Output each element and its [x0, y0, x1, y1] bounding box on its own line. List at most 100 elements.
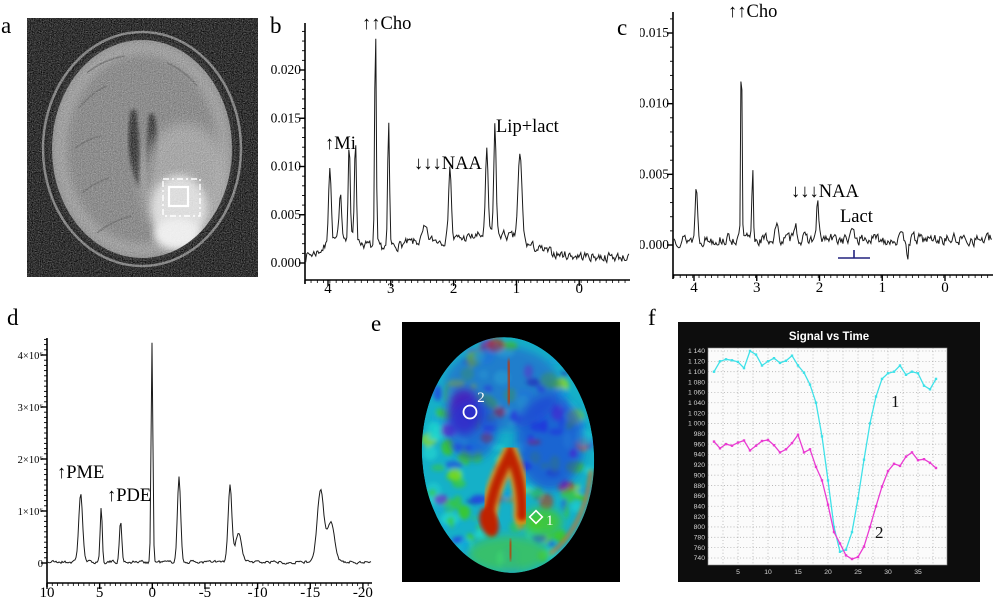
y-tick-label: 0.010: [271, 159, 302, 174]
series-marker-1: [736, 360, 740, 364]
series-marker-1: [820, 435, 824, 438]
series-marker-2: [790, 441, 794, 445]
series-marker-2: [862, 545, 866, 548]
perfusion-blob: [453, 495, 462, 510]
perfusion-blob: [547, 539, 555, 548]
perfusion-blob: [431, 464, 446, 471]
series-marker-1: [766, 360, 770, 363]
peak-annotation: ↑PDE: [107, 486, 151, 506]
perfusion-blob: [428, 488, 437, 497]
series-marker-1: [832, 525, 836, 529]
perfusion-blob: [576, 494, 586, 502]
spectrum-panel-b: 0.000 0.005 0.010 0.015 0.020 4 3 2 1 0 ↑↑Cho ↑Mi ↓↓…: [271, 14, 630, 297]
series-marker-1: [760, 364, 764, 367]
series-marker-2: [736, 441, 740, 444]
series-marker-1: [724, 358, 728, 361]
perfusion-blob: [433, 425, 439, 441]
series-marker-1: [844, 548, 848, 551]
series-marker-1: [916, 372, 920, 375]
perfusion-blob: [503, 490, 512, 500]
y-tick-label: 0.010: [640, 96, 669, 111]
series-marker-1: [904, 373, 908, 376]
x-tick-label: 5: [96, 585, 104, 601]
f-y-tick-label: 780: [694, 535, 706, 542]
spectrum-panel-c: 0.000 0.005 0.010 0.015 4 3 2 1 0 ↑↑Cho ↓↓↓NAA Lact: [640, 2, 993, 296]
x-tick-label: 0: [575, 281, 583, 297]
perfusion-blob: [490, 444, 506, 450]
y-tick-label: 4×10⁶: [18, 351, 44, 362]
signal-vs-time-title: Signal vs Time: [789, 331, 869, 343]
perfusion-blob: [432, 385, 443, 401]
curve-label-1: 1: [891, 392, 900, 411]
map-brain-group: [420, 337, 595, 575]
perfusion-blob: [435, 408, 444, 418]
y-tick-label: 3×10⁶: [18, 403, 44, 414]
f-y-tick-label: 1 060: [688, 390, 705, 397]
x-tick-label: 10: [40, 585, 55, 601]
series-marker-1: [784, 359, 788, 362]
series-marker-2: [880, 485, 884, 488]
f-y-tick-label: 1 040: [688, 400, 705, 407]
f-y-tick-label: 1 140: [688, 348, 705, 355]
spectrum-trace-c: [673, 81, 993, 260]
series-marker-1: [898, 364, 902, 367]
panel-label-d: d: [7, 305, 19, 330]
perfusion-blob: [451, 478, 466, 488]
series-marker-2: [850, 557, 854, 561]
series-marker-2: [718, 447, 722, 450]
f-y-tick-label: 1 000: [688, 421, 705, 428]
series-marker-2: [802, 451, 806, 454]
series-marker-1: [802, 371, 806, 374]
peak-annotation: ↓↓↓NAA: [414, 154, 482, 174]
series-marker-1: [856, 497, 860, 500]
series-marker-2: [754, 444, 758, 447]
series-marker-1: [874, 395, 878, 398]
perfusion-blob: [563, 503, 569, 519]
y-tick-label: 0.000: [640, 237, 669, 252]
series-marker-1: [910, 370, 914, 373]
curve-label-2: 2: [875, 523, 884, 542]
x-tick-label: -5: [199, 585, 212, 601]
series-marker-2: [838, 542, 842, 545]
series-marker-2: [916, 459, 920, 462]
f-y-tick-label: 980: [694, 431, 706, 438]
x-tick-label: 2: [450, 281, 458, 297]
panel-label-f: f: [648, 305, 656, 330]
series-marker-1: [754, 353, 758, 356]
peak-annotation: ↑PME: [57, 463, 104, 483]
series-marker-2: [934, 466, 938, 470]
series-marker-2: [796, 433, 800, 436]
x-tick-label: 1: [879, 280, 887, 296]
x-tick-label: 2: [816, 280, 824, 296]
series-marker-1: [778, 361, 782, 365]
roi-diamond-1: [528, 509, 544, 525]
f-y-tick-label: 1 020: [688, 410, 705, 417]
series-marker-2: [904, 455, 908, 458]
series-marker-2: [844, 554, 848, 557]
series-marker-1: [862, 458, 866, 461]
series-marker-1: [892, 370, 896, 373]
x-tick-label: 4: [324, 281, 332, 297]
perfusion-blob: [457, 504, 471, 520]
f-x-tick-label: 5: [736, 569, 740, 576]
y-tick-label: 0.015: [271, 110, 302, 125]
perfusion-blob: [434, 505, 452, 512]
series-marker-1: [850, 530, 854, 534]
perfusion-blob: [539, 493, 554, 510]
perfusion-blob: [560, 371, 569, 378]
series-marker-1: [838, 550, 842, 553]
series-marker-2: [760, 439, 764, 443]
perfusion-blob: [444, 460, 464, 469]
f-y-tick-label: 960: [694, 441, 706, 448]
series-marker-2: [814, 465, 818, 469]
f-y-tick-label: 940: [694, 452, 706, 459]
y-tick-label: 0.020: [271, 62, 302, 77]
series-marker-1: [928, 388, 932, 391]
series-marker-2: [778, 451, 782, 454]
y-tick-label: 0: [38, 559, 43, 570]
peak-annotation: ↑Mi: [325, 134, 356, 154]
f-y-tick-label: 840: [694, 503, 706, 510]
panel-label-c: c: [617, 15, 628, 40]
panel-label-e: e: [371, 311, 382, 336]
